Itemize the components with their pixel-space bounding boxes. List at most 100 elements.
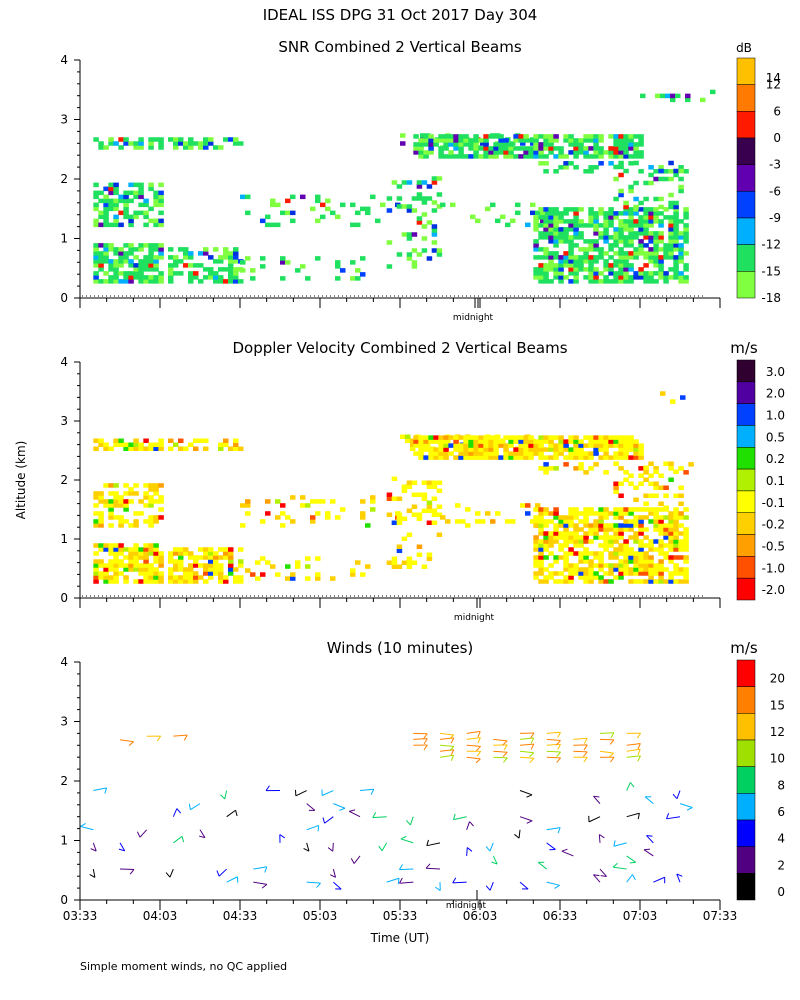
echo-cell <box>623 539 629 544</box>
echo-cell <box>183 446 189 451</box>
echo-cell <box>623 455 629 460</box>
echo-cell <box>653 507 659 512</box>
echo-cell <box>275 515 281 520</box>
colorbar-swatch <box>736 793 756 821</box>
echo-cell <box>658 527 664 532</box>
echo-cell <box>391 564 398 569</box>
echo-cell <box>198 263 204 268</box>
echo-cell <box>463 142 469 147</box>
echo-cell <box>285 564 291 569</box>
echo-cell <box>533 154 539 159</box>
echo-cell <box>113 222 119 228</box>
echo-cell <box>603 227 609 232</box>
echo-cell <box>503 150 509 155</box>
echo-cell <box>203 571 209 576</box>
wind-barb-flag <box>676 873 683 877</box>
echo-cell <box>603 439 609 444</box>
y-tick-label: 0 <box>60 893 68 907</box>
echo-cell <box>618 192 624 198</box>
echo-cell <box>608 263 614 268</box>
echo-cell <box>673 563 679 568</box>
echo-cell <box>588 154 594 159</box>
echo-cell <box>643 227 649 232</box>
echo-cell <box>538 150 544 155</box>
echo-cell <box>518 154 524 159</box>
echo-cell <box>628 223 634 228</box>
echo-cell <box>613 563 619 568</box>
echo-cell <box>668 519 674 524</box>
echo-cell <box>538 515 544 520</box>
echo-cell <box>133 438 139 443</box>
echo-cell <box>553 134 559 139</box>
echo-cell <box>538 263 544 268</box>
echo-cell <box>143 275 149 280</box>
echo-cell <box>128 271 134 276</box>
echo-cell <box>391 560 398 565</box>
y-tick-label: 2 <box>60 172 68 186</box>
echo-cell <box>426 484 433 489</box>
echo-cell <box>153 198 159 204</box>
echo-cell <box>488 439 494 444</box>
wind-barb-flag <box>466 847 473 852</box>
echo-cell <box>168 446 174 451</box>
colorbar-swatch <box>736 490 756 513</box>
echo-cell <box>553 223 559 228</box>
echo-cell <box>401 488 408 493</box>
echo-cell <box>583 451 589 456</box>
echo-cell <box>315 198 321 204</box>
echo-cell <box>613 523 619 528</box>
echo-cell <box>678 511 684 516</box>
echo-cell <box>143 202 149 208</box>
echo-cell <box>421 248 428 253</box>
echo-cell <box>598 271 604 276</box>
echo-cell <box>670 399 676 404</box>
echo-cell <box>513 439 519 444</box>
echo-cell <box>138 186 144 192</box>
colorbar-label: -1.0 <box>762 561 785 575</box>
echo-cell <box>113 551 119 556</box>
wind-barb <box>613 842 627 847</box>
echo-cell <box>93 571 99 576</box>
echo-cell <box>513 154 519 159</box>
echo-cell <box>128 491 134 496</box>
echo-cell <box>583 523 589 528</box>
colorbar-label: -0.1 <box>762 496 785 510</box>
wind-barb <box>489 842 494 852</box>
echo-cell <box>118 499 124 504</box>
echo-cell <box>113 279 119 284</box>
echo-cell <box>483 142 489 147</box>
echo-cell <box>523 447 529 452</box>
echo-cell <box>573 531 579 536</box>
echo-cell <box>573 165 579 170</box>
echo-cell <box>428 146 434 151</box>
echo-cell <box>608 154 614 159</box>
echo-cell <box>538 146 544 151</box>
echo-cell <box>598 247 604 252</box>
x-tick-label: 05:33 <box>383 909 418 923</box>
echo-cell <box>123 579 129 584</box>
echo-cell <box>218 279 224 284</box>
echo-cell <box>588 239 594 244</box>
echo-cell <box>613 243 619 248</box>
echo-cell <box>568 161 574 166</box>
echo-cell <box>528 435 534 440</box>
echo-cell <box>433 451 439 456</box>
echo-cell <box>583 559 589 564</box>
echo-cell <box>673 247 679 252</box>
echo-cell <box>628 243 634 248</box>
echo-cell <box>473 154 479 159</box>
echo-cell <box>518 134 524 139</box>
x-tick-label: 07:33 <box>703 909 738 923</box>
echo-cell <box>300 264 306 269</box>
echo-cell <box>143 575 149 580</box>
echo-cell <box>453 146 459 151</box>
echo-cell <box>128 551 134 556</box>
velocity-x-ticks <box>79 598 721 608</box>
echo-cell <box>573 447 579 452</box>
winds-midnight-label: midnight <box>446 901 487 911</box>
echo-cell <box>153 515 159 520</box>
echo-cell <box>608 271 614 276</box>
echo-cell <box>543 519 549 524</box>
echo-cell <box>553 435 559 440</box>
echo-cell <box>618 172 624 178</box>
